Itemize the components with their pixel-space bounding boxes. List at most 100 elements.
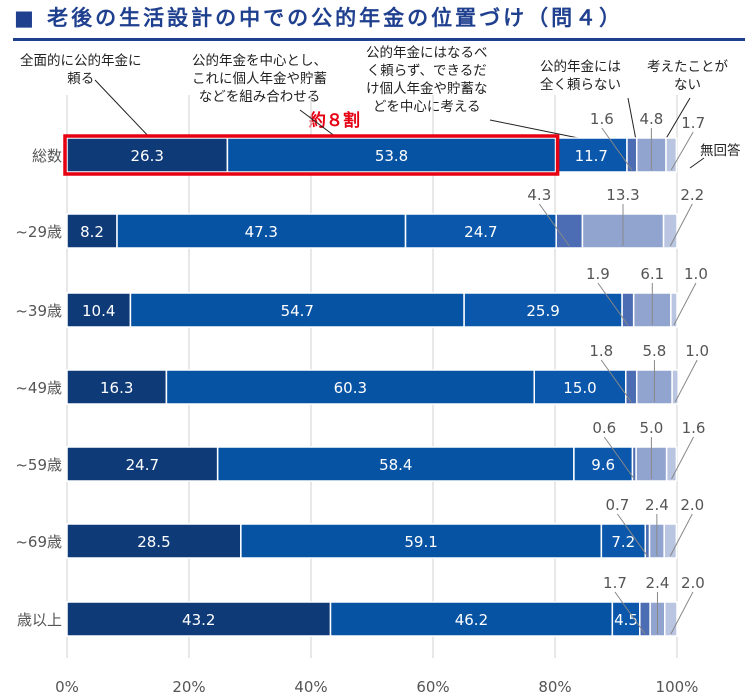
bar-segment [66,292,132,328]
bar-segment [555,213,584,249]
legend-leader-line [689,157,705,169]
value-label-inside: 25.9 [526,302,559,320]
bar-segment [226,137,557,173]
bar-segment [165,369,536,405]
row-label: ~39歳 [15,302,62,320]
legend-label-mainly-rely: 公的年金を中心とし、 これに個人年金や貯蓄 などを組み合わせる [192,53,327,105]
value-label-inside: 43.2 [182,611,215,629]
bar-segment [664,601,678,637]
value-label-inside: 11.7 [575,147,608,165]
value-label-outside: 1.6 [682,419,706,437]
bar-segment [665,137,678,173]
x-tick-label: 80% [538,678,571,696]
value-label-outside: 0.6 [592,419,616,437]
bar-segment [329,601,614,637]
value-leader-line [669,203,693,247]
x-tick-label: 100% [656,678,699,696]
value-leader-line [670,131,694,171]
legend-label-rely-little: 公的年金にはなるべ く頼らず、できるだ け個人年金や貯蓄な どを中心に考える [366,45,488,115]
value-label-inside: 59.1 [404,533,437,551]
value-label-outside: 4.8 [639,110,663,128]
highlight-box [63,134,560,176]
bar-segment [600,523,647,559]
value-label-outside: 2.4 [646,574,670,592]
value-label-inside: 46.2 [455,611,488,629]
value-label-outside: 1.8 [589,342,613,360]
value-label-inside: 7.2 [611,533,635,551]
bar-segment [639,601,651,637]
value-leader-line [600,359,632,403]
bar-segment [671,369,679,405]
value-label-outside: 1.9 [586,265,610,283]
legend-leader-line [627,97,637,141]
value-leader-line [601,127,633,171]
bar-segment [670,292,678,328]
value-label-inside: 26.3 [131,147,164,165]
value-leader-line [674,359,698,403]
x-tick-label: 60% [416,678,449,696]
x-tick-label: 0% [55,678,79,696]
bar-segment [625,369,638,405]
bar-segment [626,137,638,173]
value-label-outside: 1.6 [590,110,614,128]
bar-segment [66,523,242,559]
legend-label-not-rely: 公的年金には 全く頼らない [540,59,621,93]
value-leader-line [670,591,694,635]
bar-segment [573,446,634,482]
bar-segment [116,213,407,249]
value-leader-line [617,513,648,557]
legend-leader-line [94,79,153,141]
value-leader-line [538,203,570,247]
value-label-outside: 13.3 [606,186,639,204]
x-tick-label: 20% [172,678,205,696]
value-leader-line [603,436,635,480]
value-label-outside: 1.0 [685,342,709,360]
row-label: 総数 [32,147,62,165]
row-label: ~29歳 [15,223,62,241]
value-label-inside: 9.6 [591,456,615,474]
bar-segment [66,369,168,405]
value-label-outside: 4.3 [527,186,551,204]
value-label-inside: 28.5 [137,533,170,551]
value-label-outside: 5.8 [643,342,667,360]
value-label-outside: 1.7 [681,114,705,132]
value-label-outside: 1.7 [603,574,627,592]
value-label-inside: 10.4 [82,302,115,320]
value-label-outside: 2.0 [681,574,705,592]
value-label-outside: 5.0 [639,419,663,437]
row-label: ~49歳 [15,379,62,397]
legend-leader-line [663,97,691,143]
legend-label-never-considered: 考えたことが ない [647,59,728,93]
value-label-inside: 15.0 [563,379,596,397]
value-label-inside: 54.7 [281,302,314,320]
bar-segment [129,292,465,328]
value-label-inside: 24.7 [126,456,159,474]
value-leader-line [614,591,646,635]
bar-segment [665,446,678,482]
x-tick-label: 40% [294,678,327,696]
title-divider [13,38,745,41]
value-label-inside: 60.3 [334,379,367,397]
bar-segment [240,523,603,559]
bar-segment [216,446,575,482]
bar-segment [662,213,678,249]
row-label: ~59歳 [15,456,62,474]
row-label: 歳以上 [17,611,62,629]
value-label-inside: 16.3 [100,379,133,397]
legend-label-fully-rely: 全面的に公的年金に 頼る [20,53,142,87]
value-label-outside: 0.7 [605,496,629,514]
bar-segment [533,369,627,405]
value-label-inside: 53.8 [375,147,408,165]
row-label: ~69歳 [15,533,62,551]
bar-segment [463,292,623,328]
value-label-inside: 8.2 [80,223,104,241]
value-label-inside: 58.4 [379,456,412,474]
value-label-inside: 24.7 [464,223,497,241]
value-leader-line [597,282,629,326]
legend-label-no-answer: 無回答 [700,143,741,159]
chart-title: ■ 老後の生活設計の中での公的年金の位置づけ（問４） [14,6,624,30]
bar-segment [66,446,219,482]
value-label-outside: 6.1 [640,265,664,283]
